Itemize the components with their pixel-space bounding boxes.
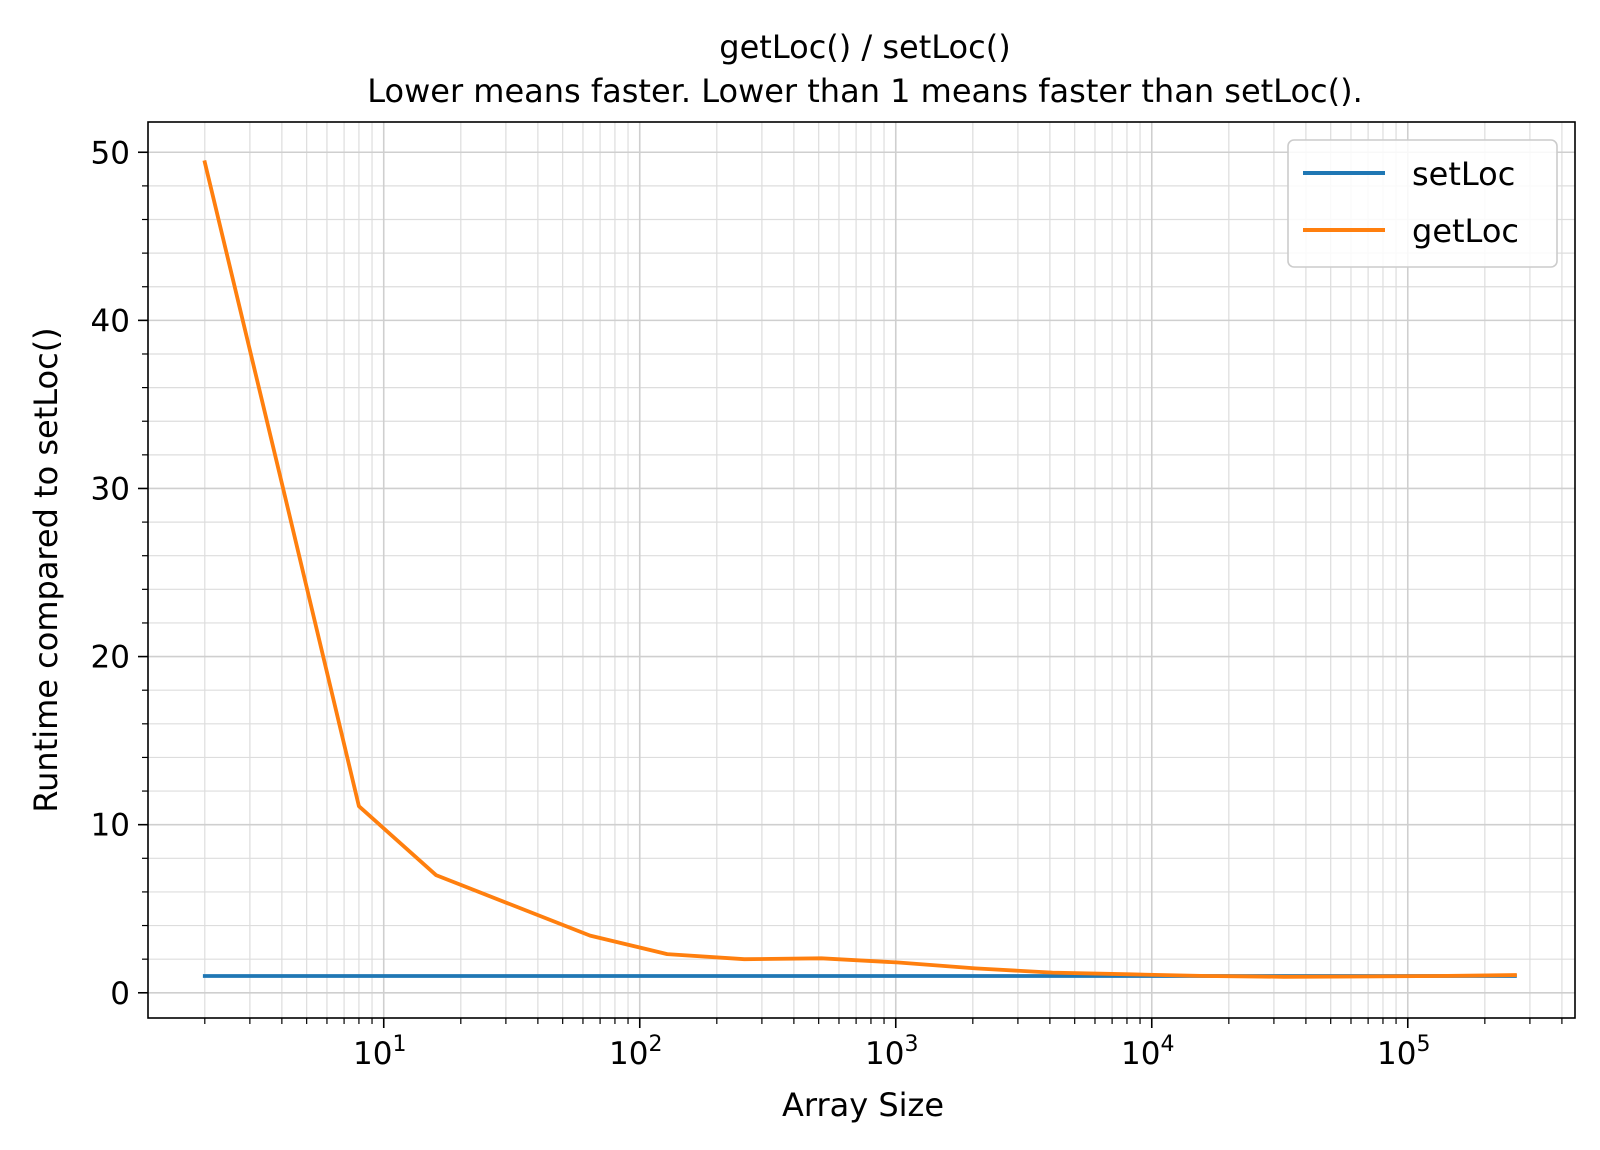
x-tick-label: 105 [1377,1032,1430,1072]
legend-label-setloc: setLoc [1412,155,1515,193]
y-axis-label: Runtime compared to setLoc() [27,327,65,812]
series-layer [202,160,1517,979]
plot-frame [147,121,1576,1019]
x-tick-label: 101 [353,1032,406,1072]
legend: setLoc getLoc [1287,139,1558,268]
y-tick-label: 30 [91,471,130,507]
x-tick-label: 102 [609,1032,662,1072]
chart-subtitle: Lower means faster. Lower than 1 means f… [367,72,1363,110]
x-tick-label: 104 [1121,1032,1174,1072]
y-tick-label: 50 [91,135,130,171]
y-tick-label: 40 [91,303,130,339]
series-line-getloc [202,160,1517,979]
legend-label-getloc: getLoc [1412,212,1519,250]
chart-title: getLoc() / setLoc() [719,28,1010,66]
x-axis-label: Array Size [782,1086,944,1124]
tick-labels: 101 102 103 104 105 0 10 20 30 40 50 [91,135,1431,1072]
y-tick-label: 0 [110,976,130,1012]
y-tick-label: 10 [91,808,130,844]
minor-grid [148,122,1575,1018]
tick-marks [138,151,1563,1028]
x-tick-label: 103 [865,1032,918,1072]
y-tick-label: 20 [91,640,130,676]
major-grid [148,122,1575,1018]
